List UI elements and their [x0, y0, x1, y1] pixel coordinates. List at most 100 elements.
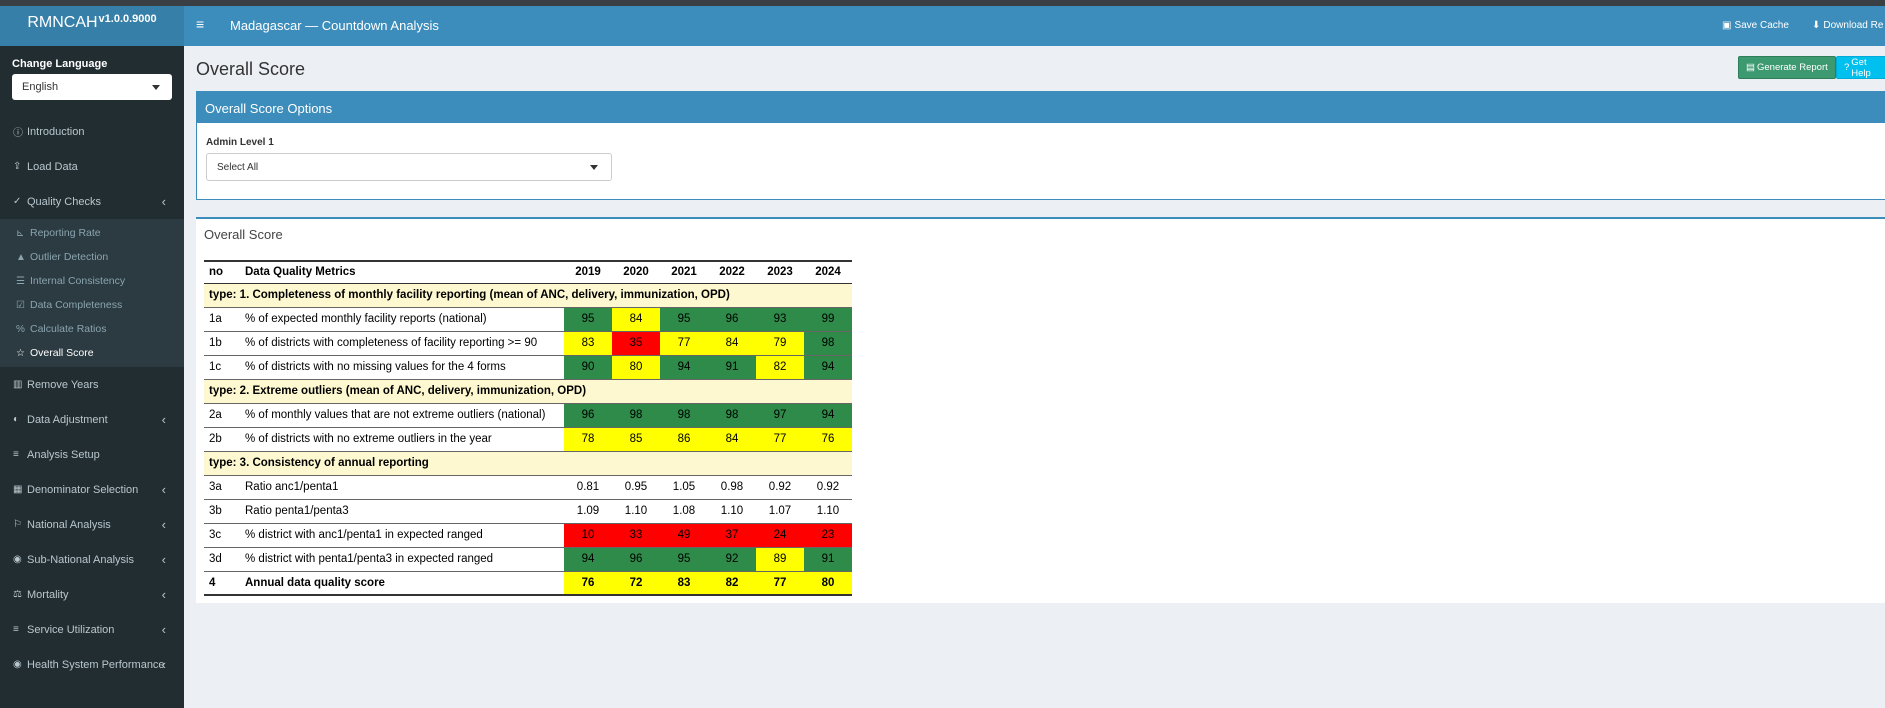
column-header: 2021: [660, 260, 708, 284]
score-cell: 76: [804, 427, 852, 452]
score-cell: 78: [564, 427, 612, 452]
sidebar-menu: ⓘ Introduction ⇪ Load Data ✓ Quality Checks…: [0, 114, 184, 682]
sidebar-subitem-internal-consistency[interactable]: ☰ Internal Consistency: [0, 269, 184, 293]
admin-level-label: Admin Level 1: [206, 137, 274, 148]
score-cell: 33: [612, 523, 660, 548]
sidebar-subitem-label: Internal Consistency: [30, 275, 126, 287]
score-cell: 82: [756, 355, 804, 380]
sidebar-subitem-label: Overall Score: [30, 347, 94, 359]
get-help-button[interactable]: ? Get Help: [1836, 56, 1885, 79]
score-cell: 1.08: [660, 499, 708, 524]
sidebar-subitem-calculate-ratios[interactable]: % Calculate Ratios: [0, 317, 184, 341]
sidebar-item-label: Service Utilization: [27, 623, 115, 636]
metric-name: % of monthly values that are not extreme…: [240, 403, 564, 428]
sidebar-item-load-data[interactable]: ⇪ Load Data: [0, 149, 184, 184]
save-cache-label: Save Cache: [1734, 20, 1789, 31]
sidebar-subitem-reporting-rate[interactable]: ⊾ Reporting Rate: [0, 221, 184, 245]
sidebar-subitem-label: Reporting Rate: [30, 227, 101, 239]
score-cell: 96: [612, 547, 660, 572]
score-box: Overall Score no Data Quality Metrics 20…: [196, 217, 1885, 603]
language-select[interactable]: English: [12, 74, 172, 100]
sidebar-subitem-label: Calculate Ratios: [30, 323, 107, 335]
metric-name: % of districts with no missing values fo…: [240, 355, 564, 380]
app-logo[interactable]: RMNCAH v1.0.0.9000: [0, 6, 184, 46]
sidebar-item-mortality[interactable]: ⚖ Mortality ‹: [0, 577, 184, 612]
balance-icon: ⚖: [13, 589, 22, 600]
options-box: Overall Score Options Admin Level 1 Sele…: [196, 91, 1885, 200]
sidebar-item-label: Data Adjustment: [27, 413, 108, 426]
row-number: 3d: [204, 547, 240, 572]
trash-icon: ▥: [13, 379, 23, 390]
sidebar-item-label: Analysis Setup: [27, 448, 100, 461]
save-icon: ▣: [1722, 20, 1732, 31]
admin-level-value: Select All: [217, 161, 259, 173]
sidebar-item-national-analysis[interactable]: ⚐ National Analysis ‹: [0, 507, 184, 542]
row-number: 2a: [204, 403, 240, 428]
generate-report-label: Generate Report: [1756, 62, 1828, 73]
score-cell: 10: [564, 523, 612, 548]
table-header-row: no Data Quality Metrics 2019 2020 2021 2…: [204, 260, 852, 284]
score-cell: 98: [804, 331, 852, 356]
chevron-left-icon: ‹: [161, 482, 166, 497]
score-box-title: Overall Score: [204, 227, 283, 242]
sidebar-subitem-outlier-detection[interactable]: ▲ Outlier Detection: [0, 245, 184, 269]
row-number: 1c: [204, 355, 240, 380]
score-cell: 82: [708, 571, 756, 596]
sidebar-item-data-adjustment[interactable]: ◐ Data Adjustment ‹: [0, 402, 184, 437]
sidebar-item-analysis-setup[interactable]: ≡ Analysis Setup: [0, 437, 184, 472]
metric-name: % of expected monthly facility reports (…: [240, 307, 564, 332]
score-cell: 1.09: [564, 499, 612, 524]
sidebar-item-label: Sub-National Analysis: [27, 553, 135, 566]
score-cell: 35: [612, 331, 660, 356]
language-label: Change Language: [12, 58, 108, 70]
hamburger-menu-icon[interactable]: ≡: [196, 16, 205, 32]
score-cell: 0.81: [564, 475, 612, 500]
download-report-label: Download Re: [1823, 20, 1884, 31]
chevron-left-icon: ‹: [161, 657, 166, 672]
sidebar-item-label: Health System Performance: [27, 658, 165, 671]
score-cell: 91: [804, 547, 852, 572]
sidebar-subitem-overall-score[interactable]: ☆ Overall Score: [0, 341, 184, 365]
score-cell: 84: [612, 307, 660, 332]
score-cell: 97: [756, 403, 804, 428]
sidebar-item-label: National Analysis: [27, 518, 111, 531]
sidebar-item-sub-national-analysis[interactable]: ◉ Sub-National Analysis ‹: [0, 542, 184, 577]
calculator-icon: ▦: [13, 484, 23, 495]
sidebar-item-quality-checks[interactable]: ✓ Quality Checks ‹: [0, 184, 184, 219]
score-cell: 94: [660, 355, 708, 380]
sidebar-item-health-system-performance[interactable]: ◉ Health System Performance ‹: [0, 647, 184, 682]
row-number: 4: [204, 571, 240, 596]
score-cell: 86: [660, 427, 708, 452]
sidebar-subitem-data-completeness[interactable]: ☑ Data Completeness: [0, 293, 184, 317]
admin-level-select[interactable]: Select All: [206, 153, 612, 181]
save-cache-button[interactable]: ▣ Save Cache: [1722, 20, 1789, 31]
sidebar-subitem-label: Outlier Detection: [30, 251, 109, 263]
warning-icon: ▲: [16, 251, 26, 263]
table-row: 1b% of districts with completeness of fa…: [204, 331, 852, 356]
column-header: Data Quality Metrics: [240, 260, 564, 284]
row-number: 1a: [204, 307, 240, 332]
sidebar-item-introduction[interactable]: ⓘ Introduction: [0, 114, 184, 149]
score-cell: 0.92: [756, 475, 804, 500]
sidebar-item-remove-years[interactable]: ▥ Remove Years: [0, 367, 184, 402]
metric-name: Annual data quality score: [240, 571, 564, 596]
column-header: no: [204, 260, 240, 284]
score-cell: 1.05: [660, 475, 708, 500]
sidebar-subitem-label: Data Completeness: [30, 299, 123, 311]
group-header-row: type: 1. Completeness of monthly facilit…: [204, 283, 852, 308]
sidebar-item-service-utilization[interactable]: ≡ Service Utilization ‹: [0, 612, 184, 647]
score-cell: 85: [612, 427, 660, 452]
sidebar-item-label: Mortality: [27, 588, 69, 601]
table-row: 3a Ratio anc1/penta1 0.81 0.95 1.05 0.98 0.92 0…: [204, 475, 852, 500]
score-cell: 83: [564, 331, 612, 356]
score-cell: 76: [564, 571, 612, 596]
table-row: 2b% of districts with no extreme outlier…: [204, 427, 852, 452]
generate-report-button[interactable]: ▤ Generate Report: [1738, 56, 1836, 79]
sidebar-item-denominator-selection[interactable]: ▦ Denominator Selection ‹: [0, 472, 184, 507]
metric-name: % district with anc1/penta1 in expected …: [240, 523, 564, 548]
download-report-button[interactable]: ⬇ Download Re: [1812, 20, 1883, 31]
adjust-icon: ◐: [13, 414, 20, 425]
score-cell: 92: [708, 547, 756, 572]
score-cell: 89: [756, 547, 804, 572]
sliders-icon: ≡: [13, 449, 19, 460]
